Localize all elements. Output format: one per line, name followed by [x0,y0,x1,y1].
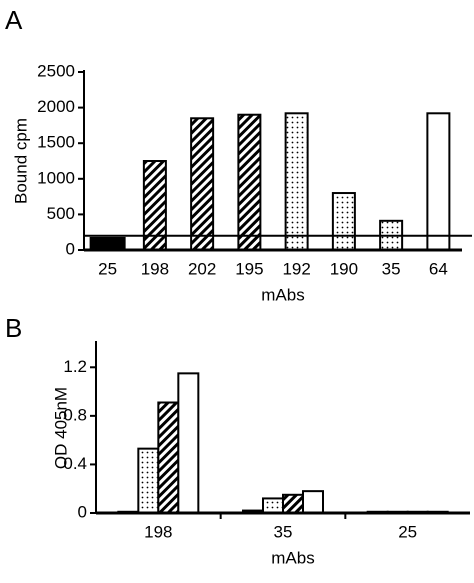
bar [426,112,451,251]
bar [331,192,356,251]
y-tick-label: 2000 [37,97,75,116]
panel-label: B [5,313,22,343]
y-axis-label: Bound cpm [11,118,30,204]
bar [262,497,284,514]
y-tick-label: 1.2 [63,357,87,376]
x-tick-label: 195 [235,259,263,278]
y-tick-label: 0.8 [63,405,87,424]
x-tick-label: 198 [144,522,172,541]
y-axis-label: OD 405nM [51,387,70,469]
x-tick-label: 25 [398,522,417,541]
x-tick-label: 192 [282,259,310,278]
bar [137,447,160,514]
x-tick-label: 35 [274,522,293,541]
bar [284,112,309,251]
x-axis-label: mAbs [261,285,304,304]
x-tick-label: 202 [188,259,216,278]
bar [190,117,215,251]
panel-label: A [5,5,23,35]
x-tick-label: 25 [98,259,117,278]
y-tick-label: 2500 [37,61,75,80]
bar [282,493,304,514]
x-axis-label: mAbs [271,548,314,567]
y-tick-label: 500 [47,204,75,223]
bar [89,236,126,251]
y-tick-label: 1000 [37,168,75,187]
y-tick-label: 0 [78,502,87,521]
y-tick-label: 0.4 [63,454,87,473]
x-tick-label: 64 [429,259,448,278]
y-tick-label: 1500 [37,133,75,152]
y-tick-label: 0 [66,239,75,258]
bar [177,372,200,514]
x-tick-label: 35 [382,259,401,278]
bar [157,401,180,514]
x-tick-label: 190 [330,259,358,278]
bar [237,113,262,251]
bar [302,490,324,514]
x-tick-label: 198 [141,259,169,278]
